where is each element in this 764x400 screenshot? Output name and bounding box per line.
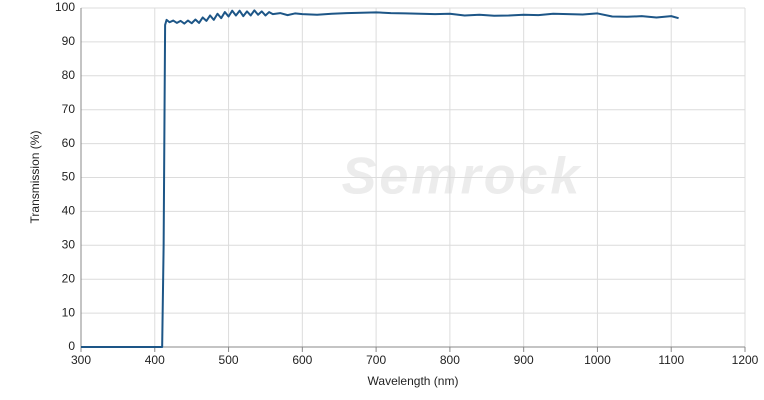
x-tick-label: 1200 (732, 353, 759, 367)
y-tick-label: 100 (55, 0, 75, 14)
y-axis-label: Transmission (%) (28, 131, 42, 224)
x-tick-label: 800 (440, 353, 460, 367)
x-tick-label: 1100 (658, 353, 684, 367)
x-tick-label: 700 (366, 353, 386, 367)
x-tick-label: 600 (292, 353, 312, 367)
watermark: Semrock (342, 148, 583, 206)
data-line (81, 9, 679, 348)
y-tick-label: 10 (62, 305, 76, 319)
y-tick-label: 30 (62, 237, 76, 251)
y-tick-label: 60 (62, 136, 76, 150)
x-tick-label: 500 (219, 353, 239, 367)
y-tick-label: 90 (62, 34, 76, 48)
x-tick-label: 400 (145, 353, 165, 367)
y-tick-label: 20 (62, 271, 76, 285)
y-tick-label: 40 (62, 204, 76, 218)
x-axis-label: Wavelength (nm) (368, 374, 459, 388)
x-tick-label: 1000 (584, 353, 611, 367)
y-tick-label: 0 (68, 339, 75, 353)
y-tick-label: 70 (62, 102, 76, 116)
y-tick-label: 80 (62, 68, 76, 82)
y-tick-label: 50 (62, 170, 76, 184)
x-tick-label: 900 (514, 353, 534, 367)
x-tick-label: 300 (71, 353, 91, 367)
